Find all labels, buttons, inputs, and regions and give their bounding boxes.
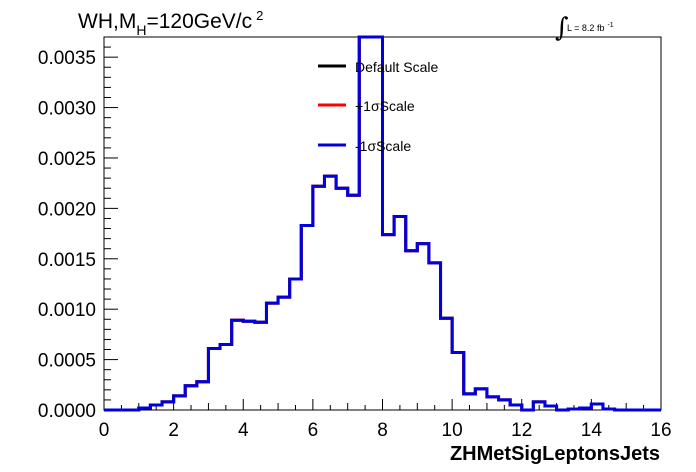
luminosity-label: ∫ L = 8.2 fb -1 — [555, 13, 614, 43]
y-tick-label: 0.0025 — [38, 149, 96, 170]
y-tick-label: 0.0015 — [38, 250, 96, 271]
legend: Default Scale +1σScale -1σScale — [318, 59, 438, 154]
legend-label: Default Scale — [355, 59, 438, 75]
x-tick-label: 10 — [442, 420, 463, 441]
integral-symbol: ∫ — [555, 13, 569, 43]
legend-label: +1σScale — [355, 98, 415, 114]
y-tick-label: 0.0000 — [38, 401, 96, 422]
x-axis: 0 2 4 6 8 10 12 14 16 — [99, 399, 672, 441]
x-tick-label: 4 — [238, 420, 249, 441]
legend-label: -1σScale — [355, 138, 411, 154]
y-tick-label: 0.0020 — [38, 199, 96, 220]
series-layer — [104, 35, 661, 412]
x-tick-label: 8 — [377, 420, 388, 441]
series-line — [104, 35, 661, 412]
y-tick-label: 0.0005 — [38, 351, 96, 372]
y-tick-label: 0.0030 — [38, 99, 96, 120]
y-tick-label: 0.0035 — [38, 48, 96, 69]
x-axis-label: ZHMetSigLeptonsJets — [450, 443, 660, 465]
svg-text:L = 8.2 fb-1: L = 8.2 fb -1 — [567, 22, 614, 33]
chart-title: WH,MH=120GeV/c 2 — [78, 8, 263, 38]
x-tick-label: 16 — [650, 420, 671, 441]
x-tick-label: 12 — [511, 420, 532, 441]
x-tick-label: 6 — [308, 420, 319, 441]
x-tick-label: 14 — [581, 420, 603, 441]
y-tick-label: 0.0010 — [38, 300, 96, 321]
x-tick-label: 0 — [99, 420, 110, 441]
y-axis: 0.0000 0.0005 0.0010 0.0015 0.0020 0.0025 0.00… — [38, 36, 118, 422]
x-tick-label: 2 — [168, 420, 179, 441]
